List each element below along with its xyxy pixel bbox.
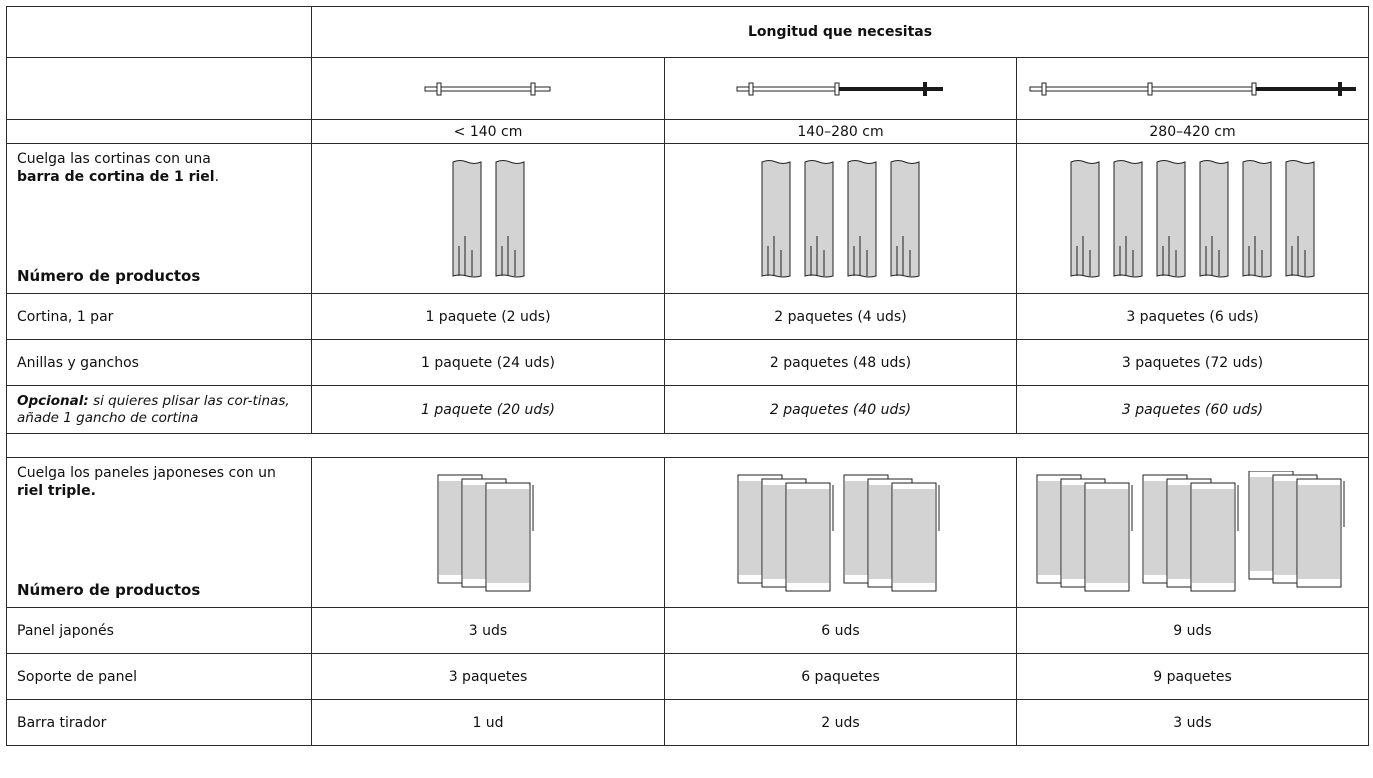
curtain-panels-icon (1070, 159, 1315, 277)
section2-lead-text: Cuelga los paneles japoneses con un (17, 465, 276, 481)
row-label: Barra tirador (6, 699, 312, 746)
row-label: Anillas y ganchos (6, 339, 312, 386)
rod-3-illustration (1015, 57, 1370, 120)
row-value: 2 paquetes (4 uds) (664, 293, 1017, 340)
curtain-guide-table: Longitud que necesitas (5, 6, 1370, 746)
optional-value: 3 paquetes (60 uds) (1015, 385, 1370, 434)
japanese-panel-icon (1190, 482, 1236, 591)
optional-rest: si quieres plisar las cor-tinas, añade 1… (17, 392, 290, 426)
row-value: 3 uds (1015, 699, 1370, 746)
corner-cell (6, 6, 312, 58)
section2-lead-bold: riel triple. (17, 483, 96, 499)
curtain-panel-icon (1156, 159, 1186, 277)
corner-cell-2 (6, 57, 312, 120)
curtain-panel-icon (761, 159, 791, 277)
optional-value: 2 paquetes (40 uds) (664, 385, 1017, 434)
panel-illustration-1 (311, 457, 665, 608)
row-label: Cortina, 1 par (6, 293, 312, 340)
section2-count-label: Número de productos (17, 581, 201, 599)
row-value: 6 paquetes (664, 653, 1017, 700)
row-value: 3 paquetes (6 uds) (1015, 293, 1370, 340)
row-value: 9 uds (1015, 607, 1370, 654)
section1-count-label: Número de productos (17, 267, 201, 285)
row-value: 3 uds (311, 607, 665, 654)
japanese-panel-icon (891, 482, 936, 591)
japanese-panels-icon (737, 474, 939, 591)
section1-lead-post: . (214, 169, 220, 185)
curtain-panel-icon (1242, 159, 1272, 277)
row-label: Panel japonés (6, 607, 312, 654)
curtain-panel-icon (1070, 159, 1100, 277)
section1-lead-bold: barra de cortina de 1 riel (17, 169, 215, 185)
curtain-panel-icon (890, 159, 920, 277)
curtain-illustration-1 (311, 143, 665, 294)
optional-bold: Opcional: (17, 392, 89, 409)
panel-illustration-3 (1015, 457, 1370, 608)
rod-long-icon (1029, 81, 1356, 96)
length-header: Longitud que necesitas (310, 6, 1370, 58)
japanese-panel-icon (785, 482, 830, 591)
row-label: Soporte de panel (6, 653, 312, 700)
curtain-panel-icon (1285, 159, 1315, 277)
curtain-illustration-3 (1015, 143, 1370, 294)
row-value: 3 paquetes (311, 653, 665, 700)
row-value: 1 ud (311, 699, 665, 746)
section-divider (5, 433, 1370, 458)
corner-cell-3 (6, 119, 312, 144)
rod-medium-icon (736, 81, 943, 96)
japanese-panel-icon (1084, 482, 1130, 591)
row-value: 3 paquetes (72 uds) (1015, 339, 1370, 386)
japanese-panel-icon (485, 482, 531, 591)
row-value: 2 uds (664, 699, 1017, 746)
curtain-illustration-2 (664, 143, 1017, 294)
row-value: 1 paquete (2 uds) (311, 293, 665, 340)
length-label: 280–420 cm (1015, 119, 1370, 144)
curtain-panel-icon (847, 159, 877, 277)
curtain-panels-icon (452, 159, 524, 277)
length-label: 140–280 cm (664, 119, 1017, 144)
length-label: < 140 cm (311, 119, 665, 144)
row-value: 2 paquetes (48 uds) (664, 339, 1017, 386)
japanese-panel-icon (1296, 478, 1342, 587)
row-value: 9 paquetes (1015, 653, 1370, 700)
row-value: 1 paquete (24 uds) (311, 339, 665, 386)
japanese-panels-icon (437, 474, 534, 591)
section1-intro: Cuelga las cortinas con una barra de cor… (6, 143, 312, 294)
curtain-panel-icon (1113, 159, 1143, 277)
optional-label: Opcional: si quieres plisar las cor-tina… (6, 385, 312, 434)
japanese-panels-icon (1036, 470, 1345, 591)
section2-intro: Cuelga los paneles japoneses con un riel… (6, 457, 312, 608)
section1-lead-text: Cuelga las cortinas con una (17, 151, 211, 167)
curtain-panel-icon (1199, 159, 1229, 277)
panel-illustration-2 (664, 457, 1017, 608)
curtain-panel-icon (804, 159, 834, 277)
curtain-panel-icon (452, 159, 481, 277)
row-value: 6 uds (664, 607, 1017, 654)
curtain-panel-icon (495, 159, 524, 277)
rod-2-illustration (664, 57, 1017, 120)
rod-1-illustration (311, 57, 665, 120)
curtain-panels-icon (761, 159, 920, 277)
optional-value: 1 paquete (20 uds) (311, 385, 665, 434)
rod-short-icon (424, 82, 551, 95)
